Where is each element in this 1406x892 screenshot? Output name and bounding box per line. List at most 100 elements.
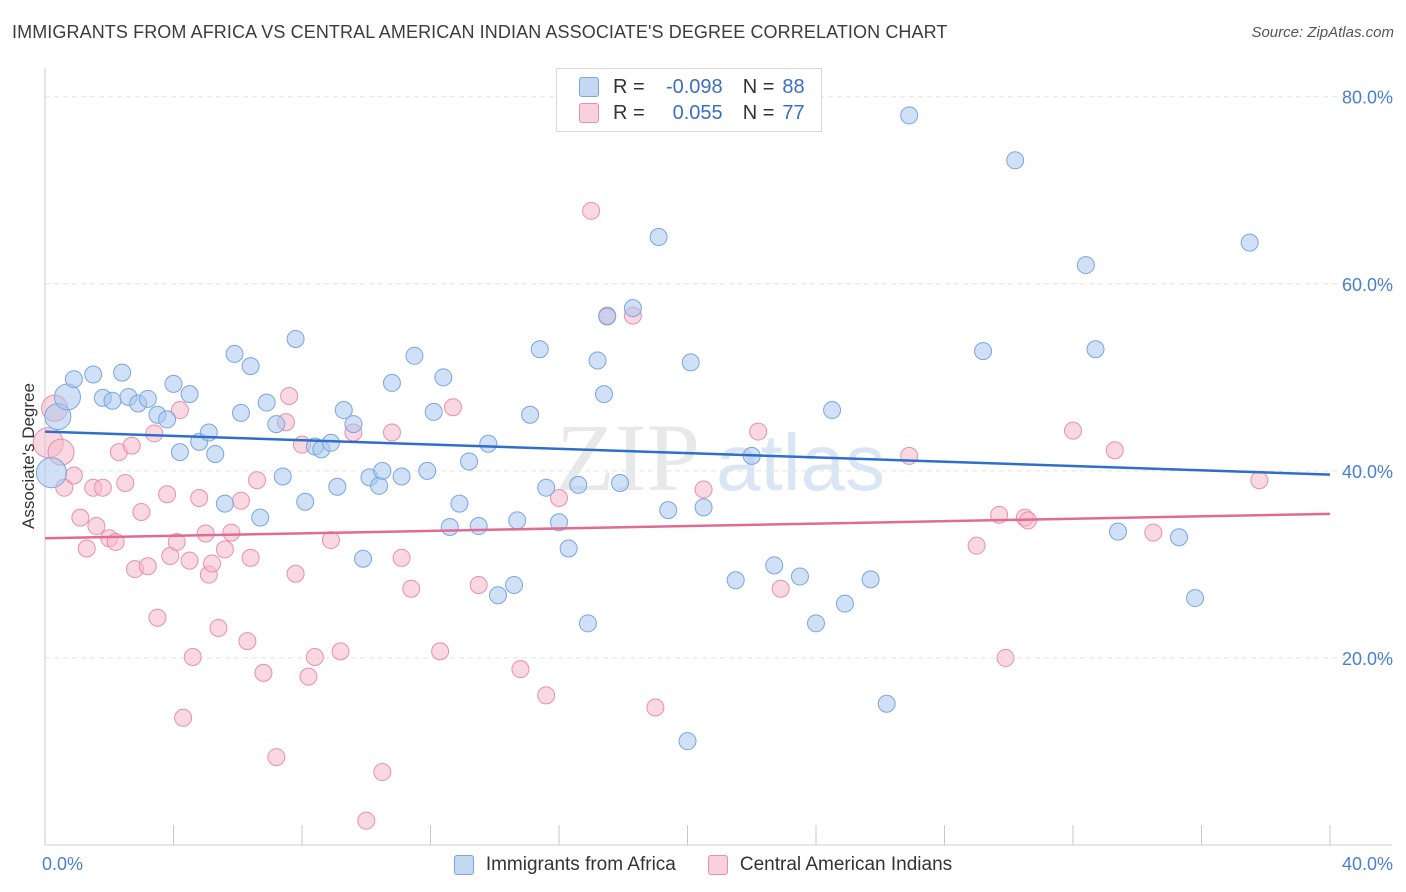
point-central-american-indians [71, 508, 90, 527]
point-central-american-indians [122, 436, 141, 455]
point-immigrants-from-africa [1006, 151, 1025, 170]
point-immigrants-from-africa [382, 373, 401, 392]
point-immigrants-from-africa [158, 410, 177, 429]
point-central-american-indians [241, 548, 260, 567]
point-central-american-indians [373, 763, 392, 782]
point-central-american-indians [771, 579, 790, 598]
legend-r-value: 0.055 [672, 101, 723, 124]
point-central-american-indians [1250, 471, 1269, 490]
point-immigrants-from-africa [1076, 256, 1095, 275]
point-central-american-indians [286, 564, 305, 583]
point-immigrants-from-africa [1170, 528, 1189, 547]
y-tick-label: 40.0% [1342, 462, 1393, 482]
point-central-american-indians [967, 536, 986, 555]
point-central-american-indians [183, 647, 202, 666]
series-central-american-indians [32, 201, 1269, 830]
point-immigrants-from-africa [370, 476, 389, 495]
point-central-american-indians [382, 423, 401, 442]
point-central-american-indians [170, 401, 189, 420]
legend-r-label: R = [613, 75, 645, 98]
point-immigrants-from-africa [505, 575, 524, 594]
point-central-american-indians [93, 478, 112, 497]
point-immigrants-from-africa [296, 492, 315, 511]
point-central-american-indians [443, 398, 462, 417]
point-immigrants-from-africa [373, 461, 392, 480]
point-central-american-indians [215, 540, 234, 559]
point-central-american-indians [180, 551, 199, 570]
point-immigrants-from-africa [241, 357, 260, 376]
source-label: Source: ZipAtlas.com [1251, 24, 1394, 41]
tick-labels: 20.0% 40.0% 60.0% 80.0% 0.0% 40.0% [42, 88, 1393, 874]
point-immigrants-from-africa [164, 374, 183, 393]
y-axis-title: Associate's Degree [19, 383, 38, 529]
legend-label-central-american: Central American Indians [739, 854, 953, 875]
chart-title: IMMIGRANTS FROM AFRICA VS CENTRAL AMERIC… [12, 22, 948, 42]
x-tick-label-min: 0.0% [42, 854, 83, 874]
point-central-american-indians [87, 517, 106, 536]
point-central-american-indians [1064, 421, 1082, 440]
point-central-american-indians [222, 523, 241, 542]
legend-n-label: N = [742, 75, 775, 98]
point-immigrants-from-africa [64, 370, 83, 389]
point-central-american-indians [550, 488, 568, 507]
legend-n-value: 77 [782, 101, 805, 124]
point-central-american-indians [331, 642, 350, 661]
point-central-american-indians [138, 557, 157, 576]
point-immigrants-from-africa [594, 385, 613, 404]
point-immigrants-from-africa [726, 571, 745, 590]
point-immigrants-from-africa [550, 513, 568, 532]
point-immigrants-from-africa [344, 415, 363, 434]
point-central-american-indians [749, 422, 768, 441]
point-central-american-indians [392, 548, 411, 567]
legend-swatch-blue [579, 77, 599, 97]
point-immigrants-from-africa [765, 556, 784, 575]
point-immigrants-from-africa [113, 363, 132, 382]
x-tick-label-max: 40.0% [1342, 854, 1393, 874]
point-central-american-indians [694, 480, 713, 499]
correlation-legend: R = -0.098 N = 88 R = 0.055 N = 77 [556, 68, 822, 132]
point-immigrants-from-africa [974, 342, 993, 361]
legend-item-africa: Immigrants from Africa [453, 854, 676, 876]
point-central-american-indians [238, 632, 257, 651]
point-central-american-indians [431, 642, 450, 661]
point-immigrants-from-africa [877, 694, 896, 713]
point-immigrants-from-africa [479, 434, 498, 453]
watermark-atlas: atlas [716, 418, 885, 507]
point-immigrants-from-africa [790, 567, 809, 586]
point-central-american-indians [469, 575, 488, 594]
point-central-american-indians [158, 485, 177, 504]
series-legend: Immigrants from Africa Central American … [0, 850, 1406, 880]
point-immigrants-from-africa [206, 445, 225, 464]
point-central-american-indians [190, 488, 209, 507]
point-immigrants-from-africa [418, 461, 437, 480]
point-central-american-indians [1105, 441, 1124, 460]
point-central-american-indians [582, 201, 601, 220]
point-central-american-indians [254, 663, 273, 682]
point-immigrants-from-africa [35, 457, 67, 489]
point-central-american-indians [145, 424, 164, 443]
point-immigrants-from-africa [1108, 522, 1127, 541]
point-immigrants-from-africa [84, 365, 103, 384]
point-central-american-indians [196, 524, 215, 543]
grid-lines [45, 96, 1392, 659]
point-immigrants-from-africa [521, 405, 540, 424]
point-central-american-indians [357, 811, 376, 830]
trend-lines [44, 430, 1331, 540]
point-immigrants-from-africa [424, 402, 443, 421]
point-immigrants-from-africa [578, 614, 597, 633]
point-immigrants-from-africa [598, 307, 617, 326]
point-central-american-indians [203, 554, 222, 573]
point-immigrants-from-africa [354, 549, 373, 568]
legend-swatch-pink [579, 103, 599, 123]
point-central-american-indians [132, 503, 151, 522]
point-immigrants-from-africa [215, 494, 234, 513]
point-central-american-indians [209, 618, 228, 637]
point-central-american-indians [996, 648, 1015, 667]
point-immigrants-from-africa [286, 329, 305, 348]
point-immigrants-from-africa [180, 385, 199, 404]
point-immigrants-from-africa [530, 340, 549, 359]
point-immigrants-from-africa [623, 299, 642, 318]
point-immigrants-from-africa [588, 351, 607, 370]
point-immigrants-from-africa [569, 475, 588, 494]
